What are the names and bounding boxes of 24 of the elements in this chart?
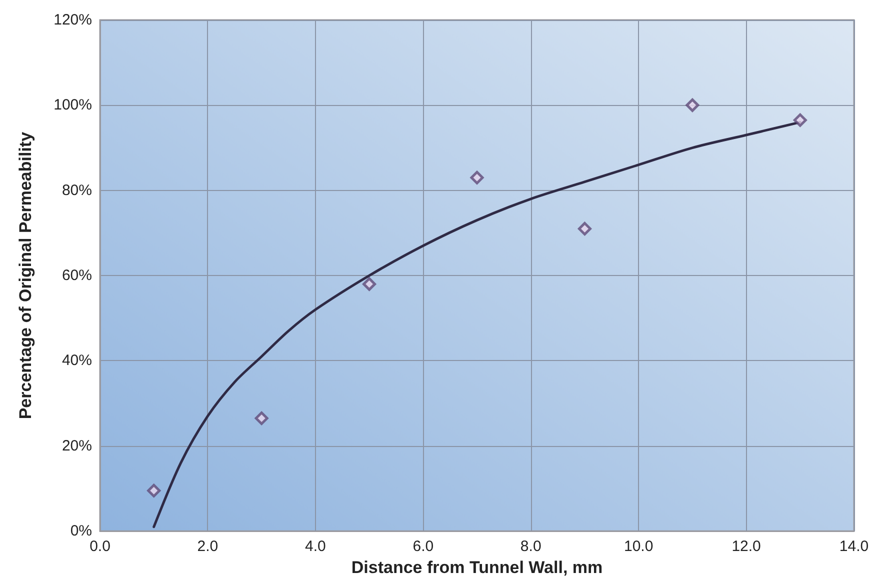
x-tick-label: 6.0 <box>412 538 434 556</box>
y-tick-label: 100% <box>54 96 92 114</box>
y-tick-label: 40% <box>62 352 92 370</box>
point <box>793 113 807 127</box>
point <box>470 170 484 184</box>
point <box>362 277 376 291</box>
point <box>147 484 161 498</box>
point <box>578 222 592 236</box>
x-tick-label: 8.0 <box>520 538 542 556</box>
x-tick-label: 4.0 <box>305 538 326 556</box>
y-tick-label: 60% <box>62 267 92 284</box>
x-tick-label: 12.0 <box>732 538 761 556</box>
x-tick-label: 2.0 <box>197 538 218 556</box>
x-tick-label: 10.0 <box>624 538 654 556</box>
x-tick-label: 0.0 <box>90 538 110 556</box>
y-tick-label: 80% <box>62 182 92 199</box>
y-tick-label: 20% <box>62 437 92 454</box>
x-axis-title: Distance from Tunnel Wall, mm <box>351 558 603 577</box>
y-axis-title: Percentage of Original Permeability <box>16 131 35 420</box>
y-tick-label: 0% <box>70 522 92 540</box>
point <box>686 98 700 112</box>
point <box>254 411 268 425</box>
x-tick-label: 14.0 <box>839 538 869 556</box>
y-tick-label: 120% <box>54 12 92 28</box>
